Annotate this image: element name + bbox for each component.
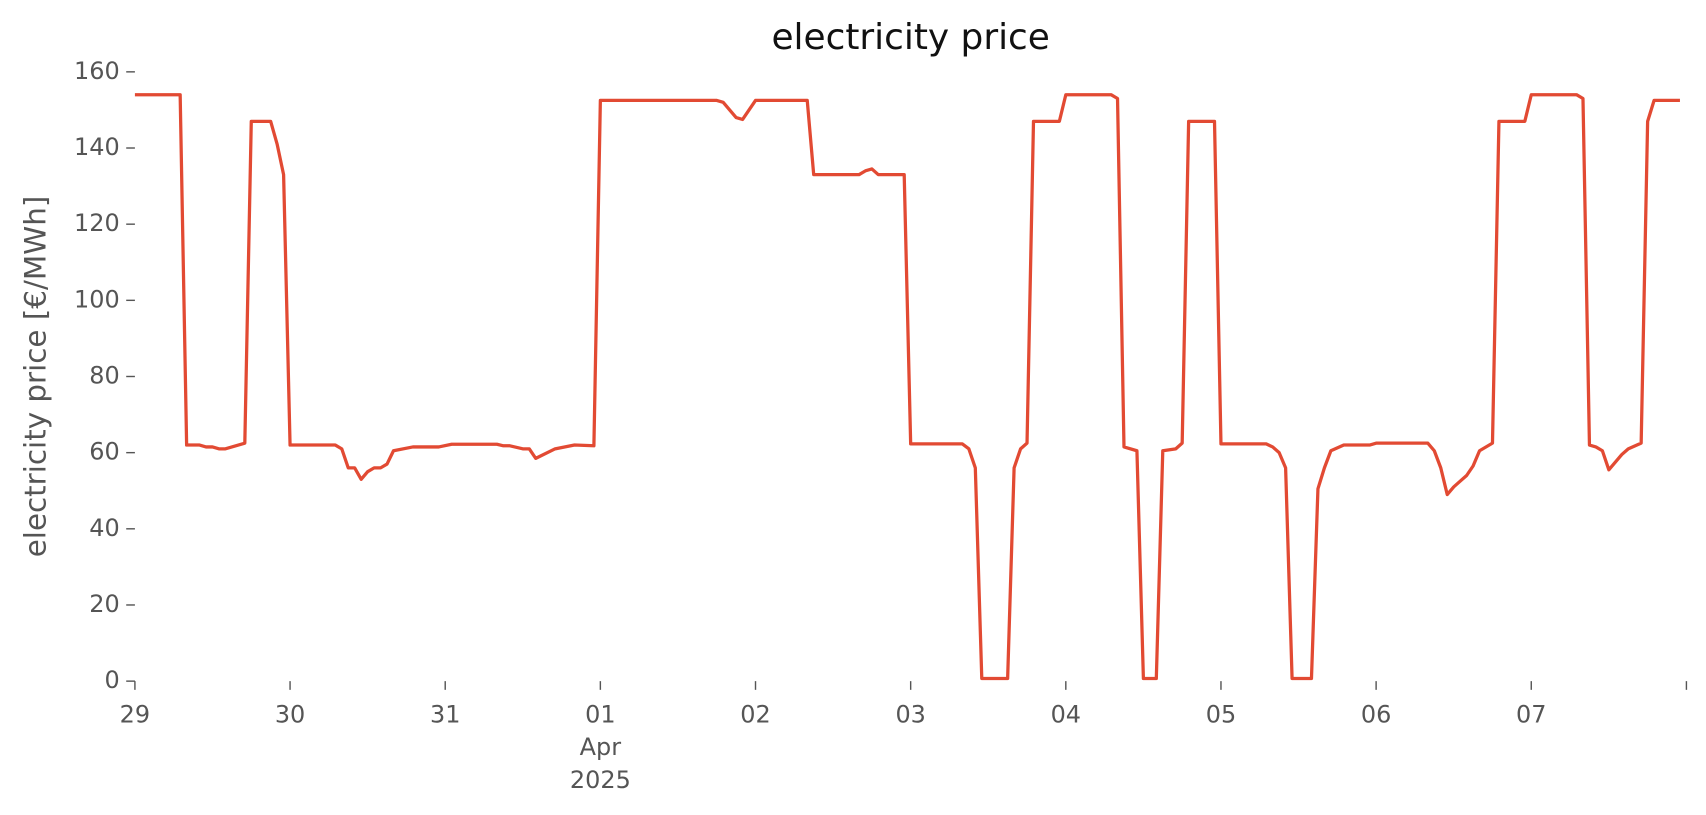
price-line bbox=[134, 93, 1680, 681]
y-axis-label: electricity price [€/MWh] bbox=[18, 196, 52, 558]
y-tick-label: 40 bbox=[89, 514, 119, 542]
y-tick-label: 80 bbox=[89, 361, 119, 389]
x-tick-label-line: 01 bbox=[585, 700, 615, 728]
x-tick-label: 07 bbox=[1516, 700, 1546, 728]
x-tick-label: 31 bbox=[430, 700, 460, 728]
x-tick-label: 04 bbox=[1051, 700, 1081, 728]
y-tick-label: 100 bbox=[74, 285, 120, 313]
x-tick-label: 02 bbox=[740, 700, 770, 728]
y-tick-label: 20 bbox=[89, 590, 119, 618]
y-tick-label: 160 bbox=[74, 57, 120, 85]
x-tick-label: 01 Apr 2025 bbox=[570, 700, 631, 793]
x-tick-label-line: 2025 bbox=[570, 766, 631, 794]
y-tick-label: 120 bbox=[74, 209, 120, 237]
chart-title: electricity price bbox=[771, 17, 1049, 58]
y-tick-label: 60 bbox=[89, 438, 119, 466]
x-tick-label: 29 bbox=[120, 700, 150, 728]
y-tick-label: 0 bbox=[104, 666, 119, 694]
x-tick-label: 03 bbox=[895, 700, 925, 728]
x-tick-label: 06 bbox=[1361, 700, 1391, 728]
x-tick-label-line: Apr bbox=[580, 733, 622, 761]
x-tick-label: 05 bbox=[1206, 700, 1236, 728]
x-tick-label: 30 bbox=[275, 700, 305, 728]
y-tick-label: 140 bbox=[74, 133, 120, 161]
